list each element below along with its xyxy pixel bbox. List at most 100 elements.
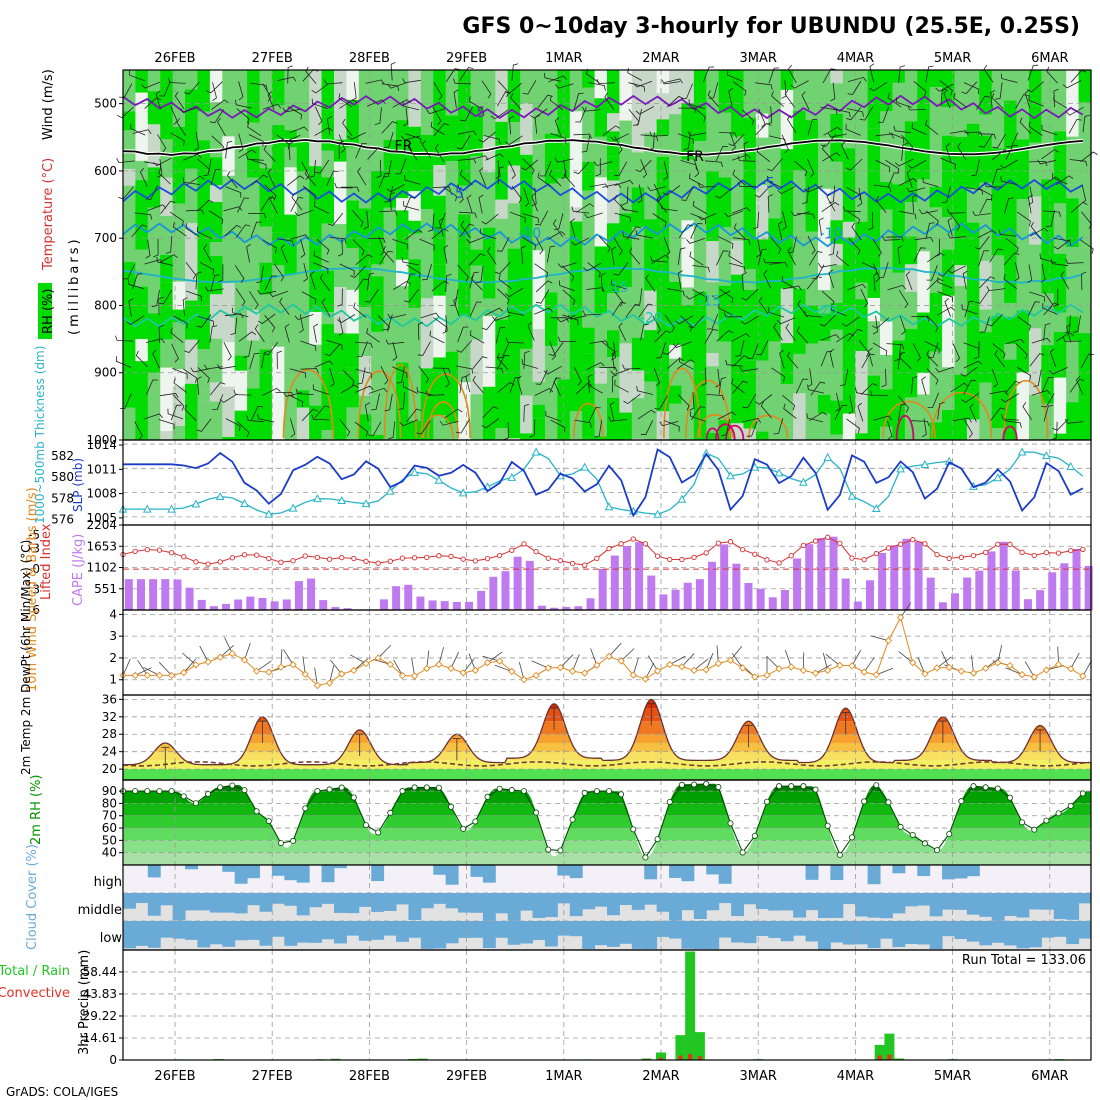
thickness-marker <box>1066 461 1076 470</box>
wind-barb <box>227 170 238 189</box>
rh-cell <box>768 399 782 440</box>
rh-cell <box>209 218 223 243</box>
rh-cell <box>284 243 298 275</box>
cloud-bar <box>1028 893 1042 910</box>
wind-barb <box>718 236 734 249</box>
cloud-bar <box>371 893 385 912</box>
wind-barb <box>705 160 723 168</box>
rh-cell <box>768 322 782 342</box>
wind-barb <box>458 211 477 218</box>
rh2m-marker <box>545 846 552 853</box>
lifted-index-marker <box>983 549 989 556</box>
wind-barb <box>819 314 836 327</box>
rh-cell <box>321 270 335 313</box>
wind-barb <box>225 186 242 198</box>
wind-barb <box>316 239 330 255</box>
rh-cell <box>830 70 844 84</box>
rh2m-marker <box>849 834 856 841</box>
wind10m-marker <box>496 657 504 665</box>
wind-barb <box>210 168 221 186</box>
rh-cell <box>817 313 831 342</box>
wind-barb <box>209 109 224 124</box>
rh-cell <box>396 102 410 121</box>
rh-cell <box>594 98 608 137</box>
thickness-marker <box>507 472 517 481</box>
rh2m-marker <box>314 788 321 795</box>
cloud-bar <box>855 921 869 945</box>
rh-cell <box>594 70 608 99</box>
rh-cell <box>234 355 248 371</box>
lifted-index-marker <box>193 559 199 565</box>
wind-barb <box>869 390 889 396</box>
cloud-bar <box>507 921 521 945</box>
rh-cell <box>433 264 447 296</box>
rh-cell <box>644 393 658 440</box>
wind10m-barb <box>224 637 233 654</box>
wind-barb <box>314 405 330 419</box>
wind-barb <box>960 366 978 377</box>
rh-cell <box>470 106 484 157</box>
wind-barb <box>610 133 630 141</box>
wind10m-barb <box>863 657 875 673</box>
rh-cell <box>495 279 509 320</box>
cloud-bar <box>743 921 757 944</box>
cloud-bar <box>383 921 397 936</box>
cloud-bar <box>830 865 844 881</box>
rh2m-axis-label: 2m RH (%) <box>29 774 44 845</box>
tick-label: 58.44 <box>83 965 117 979</box>
wind-barb <box>420 312 440 319</box>
rh-cell <box>185 168 199 224</box>
wind-barb <box>557 314 576 323</box>
cape-bar <box>246 596 255 610</box>
cloud-bar <box>445 921 459 944</box>
cloud-bar <box>954 921 968 940</box>
bottom-date-label: 6MAR <box>1031 1069 1068 1084</box>
wind-barb <box>421 140 432 159</box>
wind-barb <box>677 394 690 411</box>
tick-label: 6 <box>32 603 40 617</box>
wind10m-barb <box>560 654 574 668</box>
rh-cell <box>793 70 807 111</box>
rh-cell <box>371 434 385 440</box>
rh-cell <box>408 178 422 192</box>
wind-barb <box>559 280 575 292</box>
wind-barb <box>1017 316 1031 331</box>
wind-barb <box>581 106 601 112</box>
wind-barb <box>523 403 530 422</box>
wind10m-marker <box>994 659 1002 667</box>
cloud-bar <box>867 921 881 949</box>
rh-cell <box>259 226 273 263</box>
wind-barb <box>376 159 382 179</box>
rh-cell <box>172 425 186 440</box>
cape-bar <box>440 601 449 610</box>
rh-cell <box>271 411 285 440</box>
wind-barb <box>416 420 431 435</box>
cloud-bar <box>569 865 583 879</box>
rh-cell <box>296 341 310 391</box>
wind-barb <box>377 315 390 332</box>
wind-barb <box>1043 210 1061 217</box>
rh-cell <box>123 407 137 440</box>
bottom-date-axis: 26FEB 27FEB 28FEB 29FEB 1MAR 2MAR 3MAR 4MAR 5MAR… <box>154 1069 1068 1084</box>
wind-barb <box>387 82 407 89</box>
cloud-bar <box>880 893 893 919</box>
cloud-bar <box>271 865 285 876</box>
rh2m-marker <box>192 800 199 807</box>
lifted-index-marker <box>363 558 369 564</box>
wind-barb <box>622 364 641 370</box>
cloud-bar <box>892 865 906 874</box>
contour-label: 5 <box>477 105 486 121</box>
rh-cell <box>743 360 757 379</box>
wind10m-barb <box>256 660 272 672</box>
wind-barb <box>550 132 567 144</box>
rh-cell <box>222 282 236 343</box>
rh-cell <box>793 288 807 354</box>
rh-cell <box>817 341 831 395</box>
rh-cell <box>445 283 459 338</box>
wind10m-marker <box>556 663 565 672</box>
lifted-index-marker <box>910 536 916 543</box>
rh2m-marker <box>411 784 418 791</box>
wind-barb <box>623 393 641 405</box>
wind-barb <box>445 273 452 292</box>
wind-barb <box>755 82 773 90</box>
